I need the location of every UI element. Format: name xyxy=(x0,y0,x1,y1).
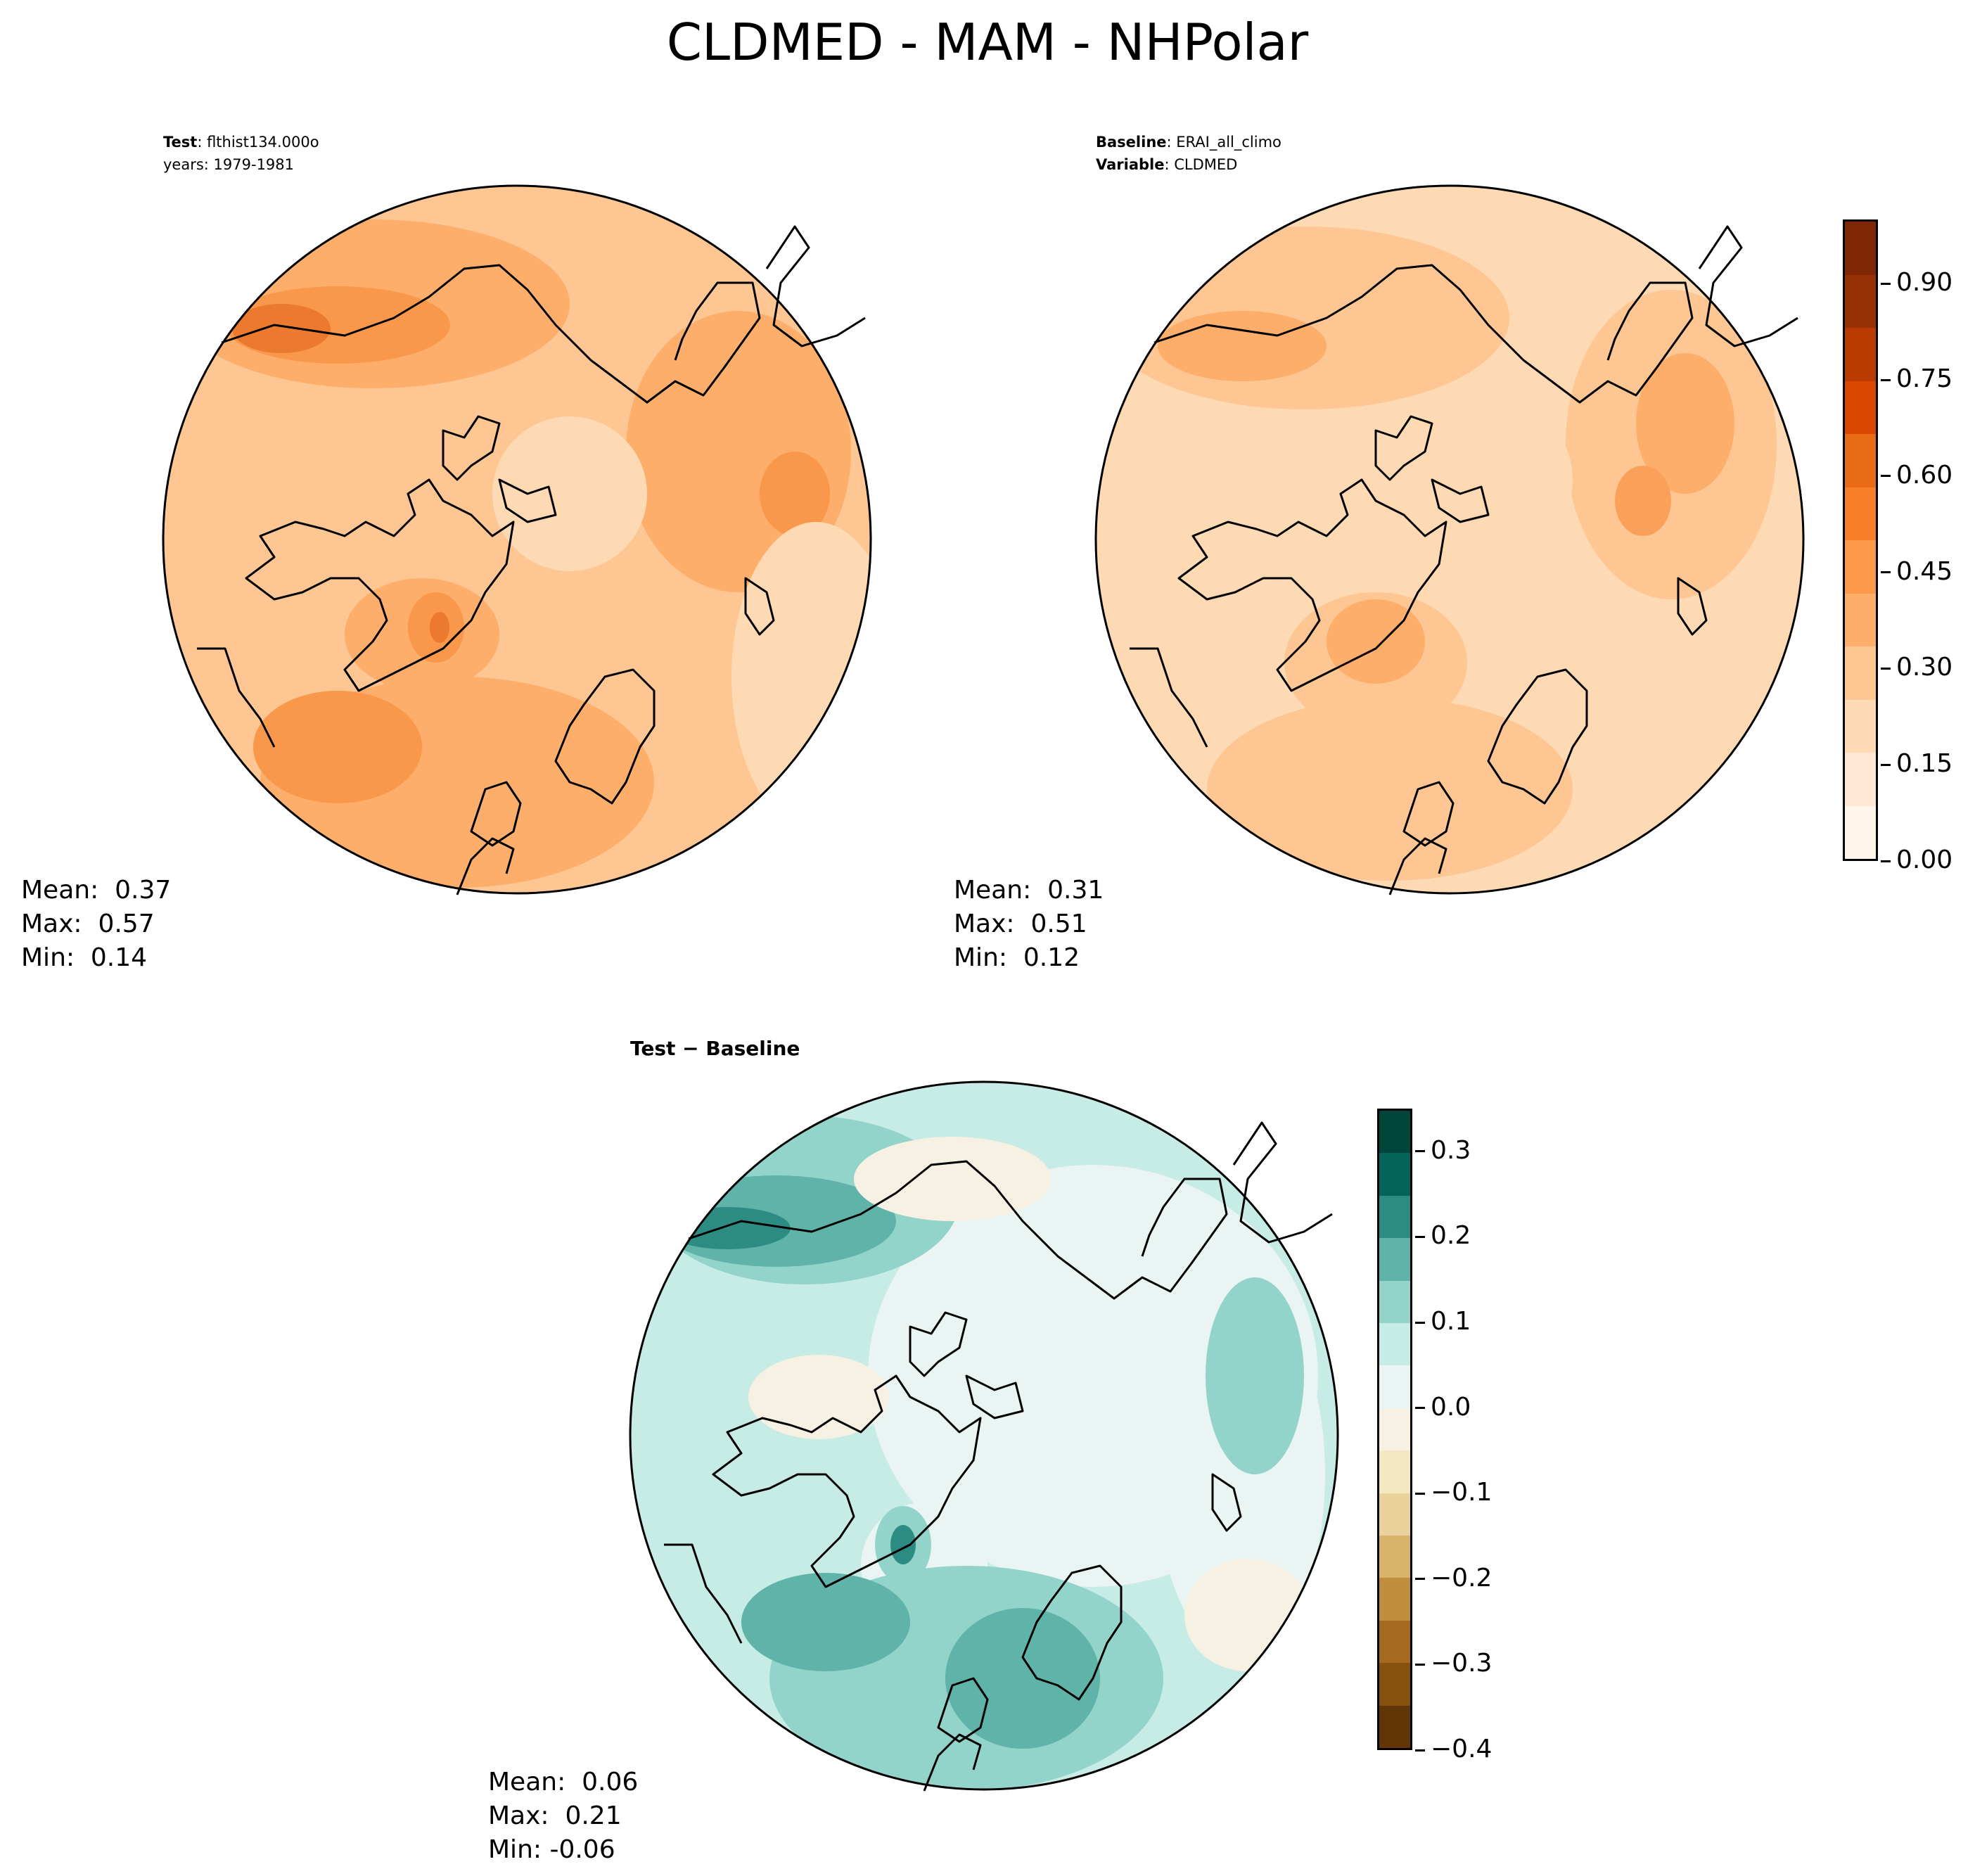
baseline-polar-map xyxy=(1094,184,1805,895)
baseline-mean: Mean: 0.31 xyxy=(954,876,1104,905)
colorbar-diff-color-step xyxy=(1379,1450,1410,1493)
colorbar-diff xyxy=(1377,1109,1412,1750)
colorbar-diff-color-step xyxy=(1379,1705,1410,1749)
colorbar-diff-color-step xyxy=(1379,1365,1410,1408)
baseline-stats: Mean: 0.31 Max: 0.51 Min: 0.12 xyxy=(954,874,1104,975)
colorbar-main-color-step xyxy=(1845,434,1876,487)
colorbar-diff-color-step xyxy=(1379,1323,1410,1366)
colorbar-diff-color-step xyxy=(1379,1536,1410,1578)
colorbar-diff-color-step xyxy=(1379,1280,1410,1324)
variable-name: : CLDMED xyxy=(1164,156,1238,173)
colorbar-diff-color-step xyxy=(1379,1153,1410,1196)
colorbar-diff-tick-label: −0.4 xyxy=(1414,1735,1493,1763)
diff-panel-title: Test − Baseline xyxy=(630,1037,800,1060)
colorbar-main-tick-label: 0.90 xyxy=(1880,268,1953,298)
colorbar-diff-color-step xyxy=(1379,1620,1410,1664)
diff-min: Min: -0.06 xyxy=(488,1835,615,1864)
test-max: Max: 0.57 xyxy=(21,910,155,938)
colorbar-diff-tick-label: −0.1 xyxy=(1414,1478,1493,1507)
diff-mean: Mean: 0.06 xyxy=(488,1768,639,1797)
colorbar-diff-color-step xyxy=(1379,1663,1410,1706)
test-stats: Mean: 0.37 Max: 0.57 Min: 0.14 xyxy=(21,874,171,975)
colorbar-main xyxy=(1843,219,1878,861)
diff-stats: Mean: 0.06 Max: 0.21 Min: -0.06 xyxy=(488,1766,638,1867)
test-mean: Mean: 0.37 xyxy=(21,876,172,905)
colorbar-main-tick-label: 0.60 xyxy=(1880,460,1953,490)
colorbar-diff-color-step xyxy=(1379,1111,1410,1154)
colorbar-diff-tick-label: 0.0 xyxy=(1414,1392,1471,1422)
difference-polar-map xyxy=(629,1080,1339,1792)
colorbar-diff-tick-label: 0.1 xyxy=(1414,1307,1471,1336)
colorbar-main-tick-label: 0.45 xyxy=(1880,556,1953,586)
test-label: Test xyxy=(163,134,198,151)
variable-label: Variable xyxy=(1096,156,1165,173)
colorbar-main-color-step xyxy=(1845,540,1876,594)
baseline-name: : ERAI_all_climo xyxy=(1166,134,1281,151)
colorbar-main-color-step xyxy=(1845,699,1876,753)
colorbar-diff-tick-label: −0.2 xyxy=(1414,1563,1493,1593)
baseline-panel-header: Baseline: ERAI_all_climo Variable: CLDME… xyxy=(1096,131,1281,176)
colorbar-main-color-step xyxy=(1845,593,1876,646)
diff-max: Max: 0.21 xyxy=(488,1801,622,1830)
colorbar-main-tick-label: 0.00 xyxy=(1880,846,1953,874)
baseline-min: Min: 0.12 xyxy=(954,943,1080,972)
colorbar-diff-tick-label: 0.3 xyxy=(1414,1135,1471,1165)
colorbar-main-tick-label: 0.30 xyxy=(1880,653,1953,682)
test-run-name: : flthist134.000o xyxy=(197,134,319,151)
test-polar-map xyxy=(162,184,872,895)
colorbar-main-color-step xyxy=(1845,646,1876,700)
baseline-label: Baseline xyxy=(1096,134,1167,151)
colorbar-diff-tick-label: −0.3 xyxy=(1414,1649,1493,1678)
colorbar-main-color-step xyxy=(1845,328,1876,381)
colorbar-main-color-step xyxy=(1845,753,1876,806)
test-min: Min: 0.14 xyxy=(21,943,148,972)
colorbar-main-color-step xyxy=(1845,381,1876,434)
colorbar-diff-color-step xyxy=(1379,1238,1410,1281)
figure-title: CLDMED - MAM - NHPolar xyxy=(666,13,1309,72)
colorbar-main-color-step xyxy=(1845,274,1876,328)
colorbar-diff-color-step xyxy=(1379,1195,1410,1239)
baseline-max: Max: 0.51 xyxy=(954,910,1087,938)
colorbar-main-color-step xyxy=(1845,222,1876,275)
colorbar-main-color-step xyxy=(1845,805,1876,859)
colorbar-diff-color-step xyxy=(1379,1578,1410,1621)
test-years: years: 1979-1981 xyxy=(163,156,295,173)
colorbar-diff-color-step xyxy=(1379,1493,1410,1536)
colorbar-main-tick-label: 0.15 xyxy=(1880,749,1953,779)
colorbar-diff-tick-label: 0.2 xyxy=(1414,1221,1471,1251)
colorbar-main-tick-label: 0.75 xyxy=(1880,364,1953,393)
colorbar-diff-color-step xyxy=(1379,1408,1410,1451)
colorbar-main-color-step xyxy=(1845,487,1876,540)
test-panel-header: Test: flthist134.000o years: 1979-1981 xyxy=(163,131,319,176)
